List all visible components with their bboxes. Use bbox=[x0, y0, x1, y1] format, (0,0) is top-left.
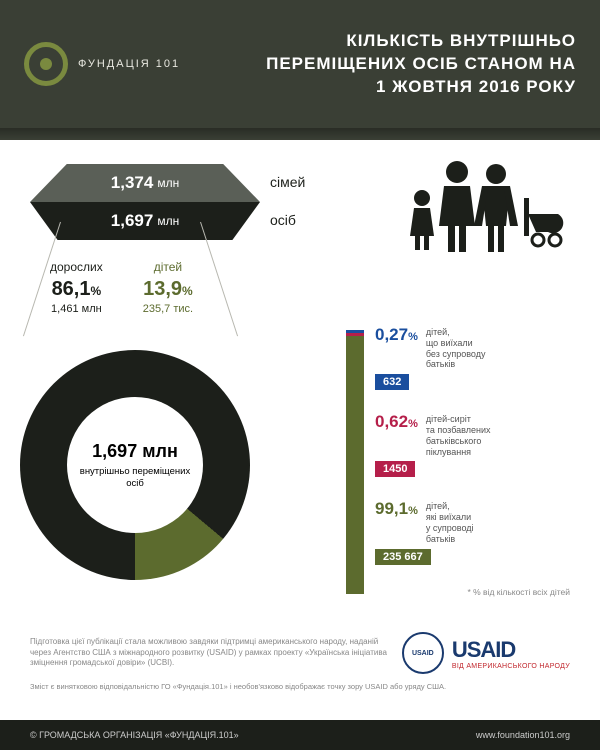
footer: © ГРОМАДСЬКА ОРГАНІЗАЦІЯ «ФУНДАЦІЯ.101» … bbox=[0, 720, 600, 750]
stat-families-label: сімей bbox=[270, 174, 305, 190]
stat-item: 0,62% дітей-сирітта позбавленихбатьківсь… bbox=[375, 412, 570, 477]
stat-item: 99,1% дітей,які виїхалиу супроводібатькі… bbox=[375, 499, 570, 564]
donut-chart: 1,697 млн внутрішньо переміщених осіб bbox=[20, 350, 250, 580]
footer-url: www.foundation101.org bbox=[476, 730, 570, 740]
usaid-seal-icon: USAID bbox=[402, 632, 444, 674]
footer-copyright: © ГРОМАДСЬКА ОРГАНІЗАЦІЯ «ФУНДАЦІЯ.101» bbox=[30, 730, 239, 740]
breakdown: дорослих 86,1% 1,461 млн дітей 13,9% 235… bbox=[50, 260, 193, 315]
family-icon bbox=[400, 158, 570, 258]
stat-persons: 1,697 млн bbox=[30, 202, 260, 240]
content: 1,374 млн сімей 1,697 млн осіб дорослих … bbox=[0, 140, 600, 620]
page-title: КІЛЬКІСТЬ ВНУТРІШНЬО ПЕРЕМІЩЕНИХ ОСІБ СТ… bbox=[266, 30, 576, 99]
header: ФУНДАЦІЯ 101 КІЛЬКІСТЬ ВНУТРІШНЬО ПЕРЕМІ… bbox=[0, 0, 600, 140]
sponsor-text: Підготовка цієї публікації стала можливо… bbox=[30, 637, 388, 669]
disclaimer: Зміст є винятковою відповідальністю ГО «… bbox=[0, 674, 600, 691]
usaid-logo: USAID USAID ВІД АМЕРИКАНСЬКОГО НАРОДУ bbox=[402, 632, 570, 674]
stat-item: 0,27% дітей,що виїхалибез супроводубатьк… bbox=[375, 325, 570, 390]
children-bar bbox=[346, 330, 364, 590]
side-note: * % від кількості всіх дітей bbox=[375, 587, 570, 597]
logo-text: ФУНДАЦІЯ 101 bbox=[78, 58, 180, 70]
breakdown-children: дітей 13,9% 235,7 тис. bbox=[143, 260, 193, 315]
trapezoid-stats: 1,374 млн сімей 1,697 млн осіб bbox=[30, 164, 260, 240]
donut-center: 1,697 млн внутрішньо переміщених осіб bbox=[67, 397, 203, 533]
sponsor-row: Підготовка цієї публікації стала можливо… bbox=[0, 620, 600, 674]
logo: ФУНДАЦІЯ 101 bbox=[24, 42, 180, 86]
stat-families: 1,374 млн bbox=[30, 164, 260, 202]
children-stats: 0,27% дітей,що виїхалибез супроводубатьк… bbox=[375, 325, 570, 597]
logo-icon bbox=[24, 42, 68, 86]
stat-persons-label: осіб bbox=[270, 212, 296, 228]
breakdown-adults: дорослих 86,1% 1,461 млн bbox=[50, 260, 103, 315]
